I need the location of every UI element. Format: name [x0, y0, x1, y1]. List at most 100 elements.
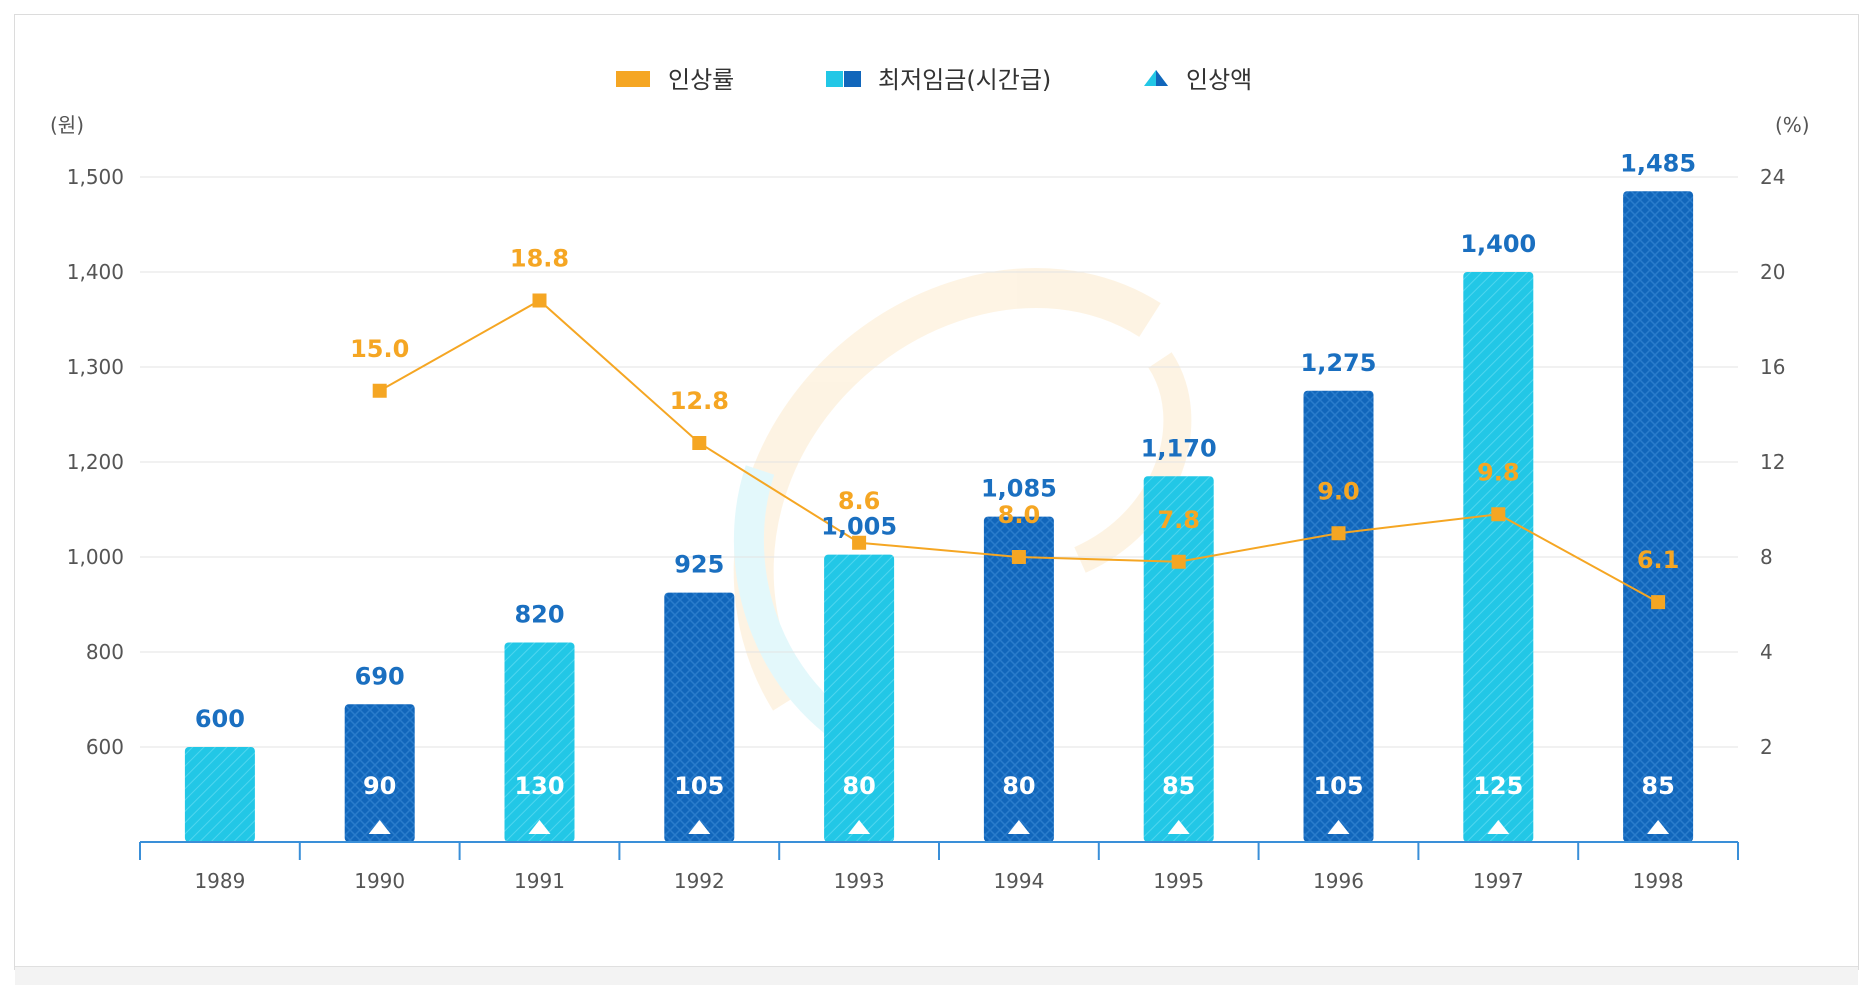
wage-bar: [504, 642, 575, 842]
wage-value-label: 925: [674, 551, 724, 579]
wage-value-label: 1,275: [1301, 349, 1377, 377]
x-tick-label: 1993: [834, 869, 885, 893]
chart-frame: [14, 14, 1859, 970]
x-tick-label: 1996: [1313, 869, 1364, 893]
increase-marker: [848, 820, 871, 834]
right-tick-label: 16: [1760, 355, 1785, 379]
wage-value-label: 1,170: [1141, 434, 1217, 462]
left-tick-label: 1,000: [67, 545, 124, 569]
increase-marker: [1647, 820, 1670, 834]
increase-markers: [368, 820, 1670, 834]
bars: [184, 191, 1694, 842]
wage-bar: [664, 592, 735, 842]
x-tick-label: 1997: [1473, 869, 1524, 893]
wage-bar: [1623, 191, 1694, 842]
legend-wage-label: 최저임금(시간급): [878, 66, 1051, 94]
rate-point: [1011, 550, 1026, 564]
increase-marker: [1007, 820, 1030, 834]
x-tick-label: 1991: [514, 869, 565, 893]
rate-value-label: 15.0: [350, 335, 409, 363]
wage-value-label: 820: [514, 601, 564, 629]
rate-point: [852, 535, 867, 550]
rate-value-label: 8.0: [998, 501, 1041, 529]
right-tick-label: 2: [1760, 735, 1773, 759]
legend-wage-swatch-light: [826, 71, 843, 87]
wage-bar: [983, 516, 1054, 842]
wage-value-label: 1,085: [981, 475, 1057, 503]
x-tick-label: 1989: [194, 869, 245, 893]
increase-value-label: 80: [1002, 772, 1035, 800]
increase-marker: [1487, 820, 1510, 834]
legend-increase-label: 인상액: [1186, 66, 1252, 94]
increase-value-label: 85: [1162, 772, 1195, 800]
wage-bar: [1143, 476, 1214, 842]
rate-point: [1491, 507, 1506, 522]
rate-value-label: 12.8: [670, 387, 729, 415]
x-axis-labels: 1989 1990 1991 1992 1993 1994 1995 1996 1997 1998: [194, 869, 1683, 893]
footer-band: [15, 966, 1858, 985]
legend-rate-swatch: [616, 71, 650, 87]
wage-value-label: 1,005: [821, 513, 897, 541]
right-tick-label: 12: [1760, 450, 1785, 474]
legend-wage-swatch-dark: [844, 71, 861, 87]
increase-value-label: 125: [1473, 772, 1523, 800]
increase-marker: [1167, 820, 1190, 834]
wage-bar: [344, 704, 415, 842]
increase-marker: [368, 820, 391, 834]
increase-value-label: 105: [674, 772, 724, 800]
increase-value-label: 105: [1313, 772, 1363, 800]
legend-rate-label: 인상률: [668, 66, 734, 94]
left-axis-labels: 600 800 1,000 1,200 1,300 1,400 1,500: [67, 165, 124, 759]
x-tick-label: 1992: [674, 869, 725, 893]
wage-bar: [184, 747, 255, 842]
rate-line: [372, 293, 1666, 610]
wage-labels: 600 690 820 925 1,005 1,085 1,170 1,275 1,400 1,4…: [195, 149, 1696, 733]
left-axis-unit: (원): [50, 113, 84, 137]
increase-value-label: 80: [842, 772, 875, 800]
right-tick-label: 24: [1760, 165, 1785, 189]
x-ticks: [139, 842, 1739, 860]
rate-point: [1171, 554, 1186, 569]
rate-point: [1651, 595, 1666, 610]
x-tick-label: 1990: [354, 869, 405, 893]
increase-value-label: 90: [363, 772, 396, 800]
right-tick-label: 20: [1760, 260, 1785, 284]
rate-value-label: 18.8: [510, 245, 569, 273]
increase-value-label: 130: [514, 772, 564, 800]
increase-value-label: 85: [1641, 772, 1674, 800]
rate-labels: 15.0 18.8 12.8 8.6 8.0 7.8 9.0 9.8 6.1: [350, 245, 1679, 575]
rate-point: [372, 383, 387, 398]
right-tick-label: 4: [1760, 640, 1773, 664]
rate-point: [532, 293, 547, 308]
wage-value-label: 600: [195, 705, 245, 733]
left-tick-label: 1,500: [67, 165, 124, 189]
x-tick-label: 1994: [993, 869, 1044, 893]
increase-labels: 90 130 105 80 80 85 105 125 85: [363, 772, 1675, 800]
rate-point: [692, 436, 707, 450]
wage-value-label: 690: [355, 662, 405, 690]
legend-increase-icon-shade: [1156, 70, 1168, 86]
legend: 인상률 최저임금(시간급) 인상액: [616, 66, 1252, 94]
rate-point: [1331, 526, 1346, 541]
rate-value-label: 7.8: [1157, 506, 1200, 534]
wage-value-label: 1,485: [1620, 149, 1696, 177]
x-tick-label: 1995: [1153, 869, 1204, 893]
increase-marker: [688, 820, 711, 834]
wage-bar: [824, 554, 895, 842]
rate-value-label: 6.1: [1637, 546, 1680, 574]
left-tick-label: 1,400: [67, 260, 124, 284]
rate-value-label: 9.0: [1317, 477, 1360, 505]
left-tick-label: 800: [86, 640, 124, 664]
increase-marker: [528, 820, 551, 834]
rate-value-label: 8.6: [838, 487, 881, 515]
wage-value-label: 1,400: [1460, 230, 1536, 258]
x-tick-label: 1998: [1633, 869, 1684, 893]
increase-marker: [1327, 820, 1350, 834]
left-tick-label: 1,300: [67, 355, 124, 379]
left-tick-label: 600: [86, 735, 124, 759]
wage-bar: [1303, 390, 1374, 842]
left-tick-label: 1,200: [67, 450, 124, 474]
rate-value-label: 9.8: [1477, 458, 1520, 486]
